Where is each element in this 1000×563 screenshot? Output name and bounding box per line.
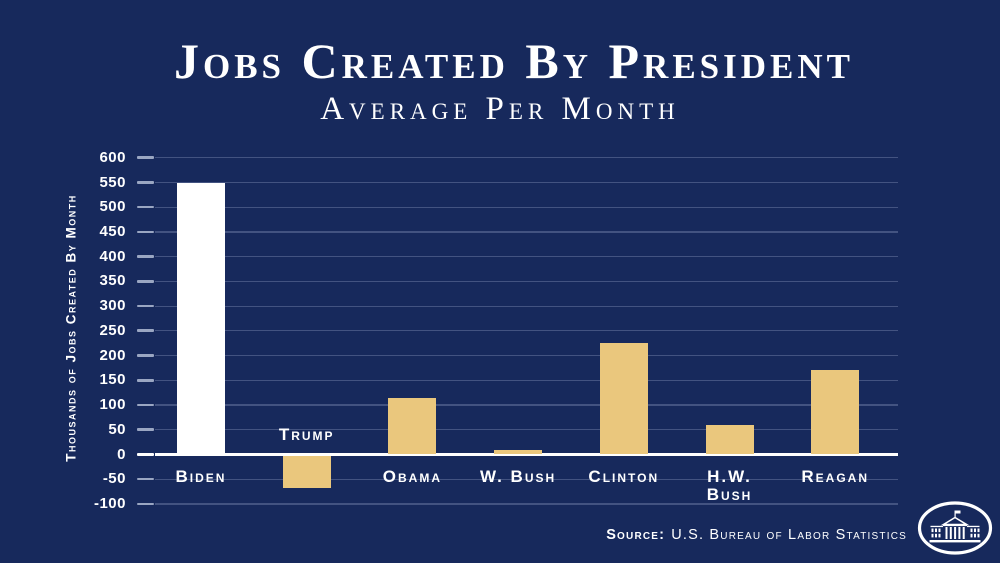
y-tick--50 — [137, 477, 154, 481]
y-tick-label-550: 550 — [99, 173, 126, 191]
y-tick-label-350: 350 — [99, 272, 126, 290]
bar-trump — [282, 456, 331, 489]
gridline--100 — [155, 503, 898, 505]
y-tick-350 — [137, 280, 154, 283]
y-tick-250 — [137, 329, 154, 333]
y-tick-600 — [137, 156, 154, 159]
y-tick-400 — [137, 255, 154, 258]
bar-reagan — [811, 370, 860, 455]
bar-biden — [177, 182, 225, 455]
bar-label-clinton: Clinton — [588, 466, 660, 486]
y-tick-150 — [137, 378, 154, 382]
y-tick-500 — [137, 205, 154, 209]
y-tick-450 — [137, 230, 154, 234]
y-tick-label-200: 200 — [99, 346, 126, 364]
y-tick-label-600: 600 — [99, 148, 126, 166]
bar-label-w-bush: W. Bush — [480, 466, 557, 486]
gridline-500 — [155, 206, 898, 208]
whitehouse-logo — [917, 501, 993, 555]
y-tick-label-450: 450 — [99, 222, 126, 240]
bar-clinton — [599, 343, 648, 455]
x-axis-line — [155, 452, 898, 457]
gridline-50 — [155, 429, 898, 431]
source-label: Source: — [606, 527, 666, 543]
gridline-150 — [155, 379, 898, 381]
chart-subtitle: Average Per Month — [320, 91, 680, 127]
y-tick-label--100: -100 — [93, 494, 126, 512]
bar-label-h-w-bush: H.W. Bush — [706, 466, 753, 504]
y-tick-label-0: 0 — [117, 445, 126, 463]
bar-w-bush — [494, 449, 543, 455]
gridline--50 — [155, 478, 898, 480]
y-tick-label-300: 300 — [99, 297, 126, 315]
y-tick-50 — [137, 428, 154, 431]
gridline-350 — [155, 280, 898, 282]
y-tick-label-50: 50 — [108, 420, 126, 438]
y-tick-label-500: 500 — [99, 198, 126, 216]
y-tick-label-400: 400 — [99, 247, 126, 265]
gridline-100 — [155, 404, 898, 406]
y-tick-0 — [137, 453, 154, 457]
gridline-300 — [155, 305, 898, 307]
gridline-600 — [155, 157, 898, 159]
gridline-450 — [155, 231, 898, 233]
bar-obama — [388, 397, 437, 455]
source-text: U.S. Bureau of Labor Statistics — [671, 527, 907, 543]
bar-label-reagan: Reagan — [801, 466, 869, 486]
gridline-550 — [155, 181, 898, 184]
source-line: Source: U.S. Bureau of Labor Statistics — [606, 527, 907, 543]
bar-label-obama: Obama — [382, 466, 442, 486]
y-tick-label-100: 100 — [99, 396, 126, 414]
chart-title: Jobs Created By President — [173, 33, 855, 89]
y-tick-100 — [137, 403, 154, 407]
bar-label-biden: Biden — [175, 466, 227, 486]
y-tick-300 — [137, 304, 154, 308]
bar-h-w-bush — [705, 424, 754, 455]
gridline-200 — [155, 355, 898, 357]
y-tick-550 — [137, 181, 154, 184]
y-tick-200 — [137, 354, 154, 357]
gridline-400 — [155, 256, 898, 258]
y-tick--100 — [137, 502, 154, 506]
y-tick-label--50: -50 — [102, 470, 126, 488]
y-tick-label-250: 250 — [99, 321, 126, 339]
gridline-250 — [155, 330, 898, 332]
bar-label-trump: Trump — [278, 424, 335, 444]
y-tick-label-150: 150 — [99, 371, 126, 389]
